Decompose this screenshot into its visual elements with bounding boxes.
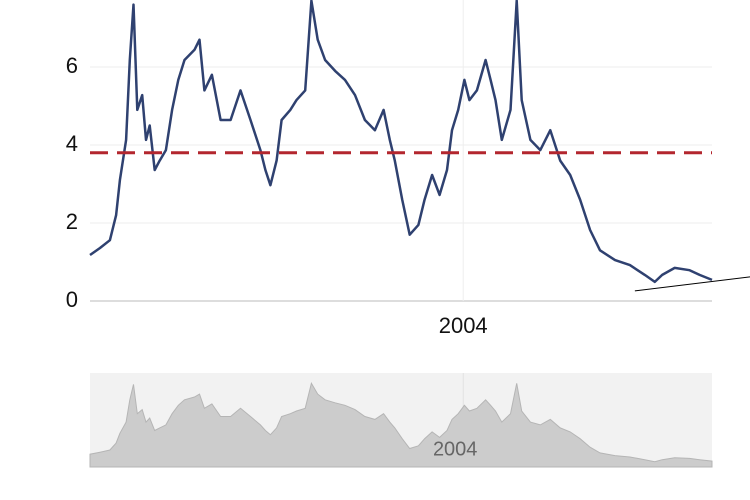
y-tick-label: 0 [66,287,78,312]
y-tick-label: 2 [66,209,78,234]
line [89,0,713,284]
x-tick-label: 2004 [439,313,488,338]
trend-line [634,276,750,292]
navigator-tick-label: 2004 [433,438,478,460]
y-tick-label: 4 [66,131,78,156]
navigator-area [89,381,713,468]
y-tick-label: 6 [66,53,78,78]
